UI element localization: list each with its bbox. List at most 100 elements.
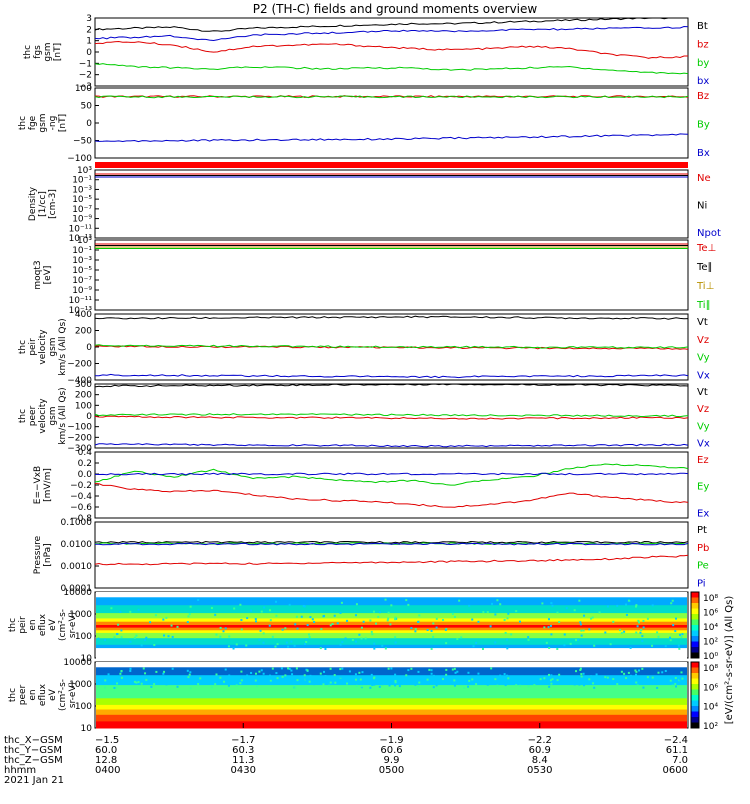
legend-entry: Pb — [697, 543, 709, 554]
spectrogram-pixel — [679, 633, 682, 636]
spectrogram-pixel — [170, 678, 173, 681]
spectrogram-pixel — [189, 687, 192, 690]
y-tick-label: 0 — [86, 119, 92, 129]
spectrogram-pixel — [285, 641, 288, 644]
spectrogram-pixel — [199, 677, 202, 680]
y-tick-label: −200 — [67, 360, 92, 370]
spectrogram-band — [96, 605, 687, 614]
spectrogram-pixel — [293, 644, 296, 647]
spectrogram-pixel — [369, 686, 372, 689]
spectrogram-pixel — [547, 626, 550, 629]
y-axis-label: velocity — [38, 329, 48, 365]
spectrogram-pixel — [405, 674, 408, 677]
spectrogram-pixel — [129, 610, 132, 613]
spectrogram-pixel — [344, 637, 347, 640]
y-tick-label: 0.1000 — [61, 518, 93, 528]
spectrogram-pixel — [489, 625, 492, 628]
spectrogram-pixel — [361, 671, 364, 674]
y-tick-label: 0.0001 — [61, 584, 93, 594]
spectrogram-pixel — [494, 676, 497, 679]
spectrogram-pixel — [527, 636, 530, 639]
spectrogram-pixel — [460, 636, 463, 639]
spectrogram-pixel — [284, 674, 287, 677]
y-tick-label: 200 — [75, 391, 92, 401]
spectrogram-pixel — [472, 645, 475, 648]
spectrogram-pixel — [635, 670, 638, 673]
spectrogram-pixel — [360, 682, 363, 685]
panel-frame — [94, 521, 689, 589]
spectrogram-pixel — [674, 683, 677, 686]
spectrogram-pixel — [324, 675, 327, 678]
colorbar-swatch — [691, 706, 699, 712]
spectrogram-pixel — [661, 671, 664, 674]
spectrogram-pixel — [510, 633, 513, 636]
spectrogram-pixel — [300, 615, 303, 618]
spectrogram-pixel — [271, 667, 274, 670]
spectrogram-pixel — [616, 683, 619, 686]
spectrogram-pixel — [154, 676, 157, 679]
spectrogram-pixel — [303, 642, 306, 645]
spectrogram-band — [96, 685, 687, 699]
spectrogram-pixel — [477, 620, 480, 623]
spectrogram-pixel — [490, 667, 493, 670]
spectrogram-pixel — [239, 603, 242, 606]
spectrogram-pixel — [341, 667, 344, 670]
spectrogram-pixel — [458, 599, 461, 602]
spectrogram-pixel — [381, 644, 384, 647]
colorbar-swatch — [691, 662, 699, 668]
colorbar-tick-label: 10⁶ — [703, 683, 718, 693]
y-tick-label: 100 — [75, 401, 92, 411]
legend-entry: Vy — [697, 421, 710, 432]
spectrogram-pixel — [163, 670, 166, 673]
spectrogram-pixel — [651, 644, 654, 647]
spectrogram-pixel — [551, 678, 554, 681]
legend-entry: Vz — [697, 404, 709, 415]
spectrogram-pixel — [590, 675, 593, 678]
spectrogram-pixel — [503, 673, 506, 676]
spectrogram-pixel — [295, 615, 298, 618]
spectrogram-pixel — [303, 605, 306, 608]
spectrogram-pixel — [453, 667, 456, 670]
series-line — [94, 344, 689, 349]
spectrogram-pixel — [275, 672, 278, 675]
spectrogram-pixel — [656, 686, 659, 689]
spectrogram-band — [96, 644, 687, 649]
y-tick-label: 10000 — [63, 588, 92, 598]
spectrogram-pixel — [482, 681, 485, 684]
y-tick-label: 10⁻¹ — [72, 176, 92, 186]
spectrogram-pixel — [308, 636, 311, 639]
spectrogram-pixel — [456, 670, 459, 673]
spectrogram-pixel — [556, 647, 559, 650]
spectrogram-pixel — [453, 684, 456, 687]
spectrogram-pixel — [637, 621, 640, 624]
spectrogram-pixel — [341, 680, 344, 683]
panel-frame — [94, 451, 689, 519]
spectrogram-pixel — [140, 682, 143, 685]
spectrogram-pixel — [625, 677, 628, 680]
spectrogram-pixel — [113, 686, 116, 689]
y-tick-label: −50 — [73, 137, 92, 147]
spectrogram-pixel — [219, 635, 222, 638]
y-tick-label: 10³ — [77, 166, 92, 176]
spectrogram-pixel — [294, 623, 297, 626]
spectrogram-pixel — [481, 677, 484, 680]
spectrogram-pixel — [339, 643, 342, 646]
legend-entry: Ne — [697, 173, 711, 184]
spectrogram-pixel — [426, 678, 429, 681]
spectrogram-pixel — [329, 667, 332, 670]
series-line — [94, 63, 689, 75]
spectrogram-pixel — [563, 676, 566, 679]
x-row-label: thc_X−GSM — [4, 735, 63, 746]
y-tick-label: −100 — [67, 423, 92, 433]
spectrogram-pixel — [262, 677, 265, 680]
colorbar-swatch — [691, 695, 699, 701]
spectrogram-pixel — [287, 645, 290, 648]
legend-entry: Vt — [697, 317, 708, 328]
spectrogram-pixel — [171, 667, 174, 670]
x-row-label: thc_Y−GSM — [4, 745, 62, 756]
spectrogram-pixel — [360, 685, 363, 688]
series-line — [94, 315, 689, 320]
series-line — [94, 472, 689, 476]
spectrogram-pixel — [414, 628, 417, 631]
